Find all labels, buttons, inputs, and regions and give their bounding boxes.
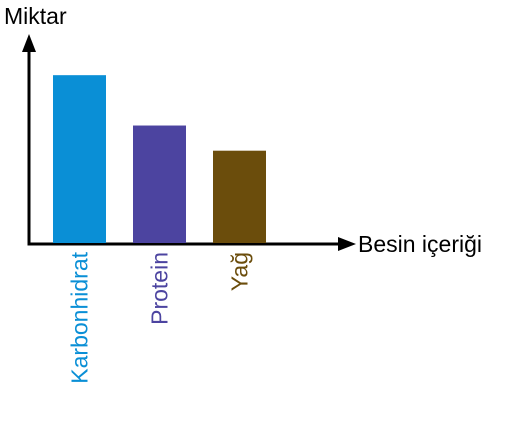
category-label-0: Karbonhidrat: [67, 251, 93, 383]
bar-0: [53, 75, 106, 243]
bar-1: [133, 125, 186, 243]
y-axis: [22, 34, 36, 244]
x-axis-arrowhead: [338, 237, 356, 251]
y-axis-title: Miktar: [4, 3, 67, 29]
category-labels: Karbonhidrat Protein Yağ: [67, 251, 253, 383]
bar-2: [213, 150, 266, 243]
x-axis-title: Besin içeriği: [358, 231, 482, 257]
y-axis-arrowhead: [22, 34, 36, 52]
category-label-1: Protein: [147, 252, 173, 325]
x-axis: [27, 237, 356, 251]
category-label-2: Yağ: [227, 252, 253, 291]
bars-group: [53, 75, 266, 243]
